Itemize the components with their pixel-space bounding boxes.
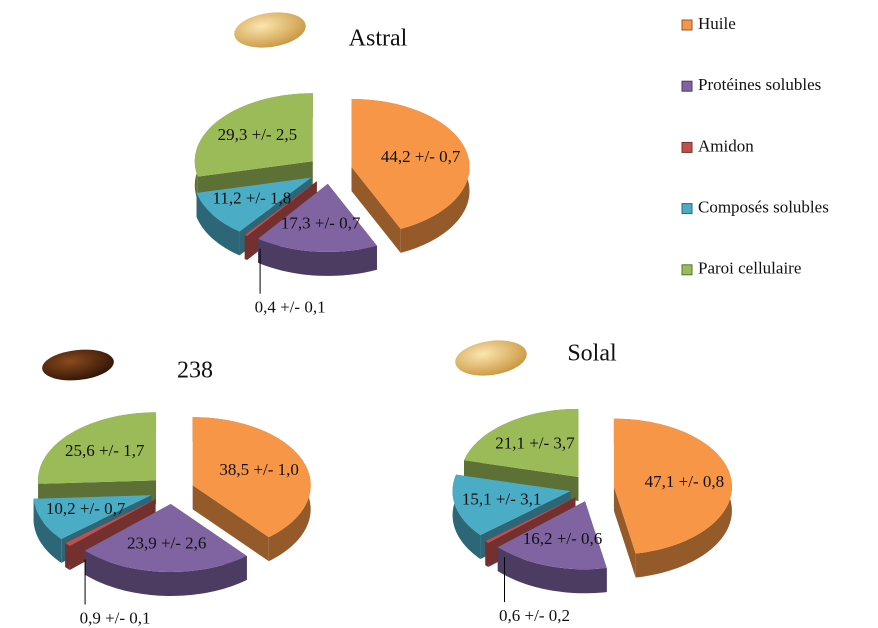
slice-side: [351, 167, 401, 253]
data-label: 0,4 +/- 0,1: [255, 298, 326, 317]
chart-title: Solal: [567, 341, 617, 367]
slice-side: [65, 543, 70, 570]
data-label: 15,1 +/- 3,1: [462, 489, 541, 508]
legend-swatch: [681, 264, 693, 276]
slice: [192, 417, 311, 538]
legend-swatch: [681, 80, 693, 92]
slice: [33, 495, 152, 539]
data-label: 11,2 +/- 1,8: [212, 189, 291, 208]
seed-image: [42, 349, 114, 381]
slice: [65, 499, 156, 546]
pie-slice: [258, 183, 377, 276]
pie-slice: [84, 503, 247, 596]
legend-label: Huile: [698, 14, 736, 33]
legend-swatch: [681, 203, 693, 215]
data-label: 47,1 +/- 0,8: [645, 472, 724, 491]
slice-side: [258, 238, 377, 276]
slice: [497, 501, 607, 570]
slice: [194, 93, 313, 177]
slice: [351, 99, 470, 229]
slice-side: [84, 550, 247, 596]
slice: [613, 418, 732, 554]
slice-side: [497, 547, 607, 594]
slice-side: [452, 474, 481, 560]
slice: [84, 503, 247, 572]
slice: [38, 412, 157, 484]
slice: [485, 497, 576, 544]
slice-side: [33, 498, 62, 563]
slice-side: [192, 485, 269, 562]
data-label: 10,2 +/- 0,7: [46, 499, 126, 518]
slice-side: [485, 541, 489, 568]
data-label: 29,3 +/- 2,5: [218, 125, 297, 144]
legend-label: Composés solubles: [698, 198, 829, 217]
slice-side: [613, 486, 636, 578]
slice-side: [196, 192, 240, 256]
pie-slice: [613, 418, 732, 578]
data-label: 23,9 +/- 2,6: [127, 534, 206, 553]
slice: [464, 408, 579, 477]
legend-label: Protéines solubles: [698, 75, 821, 94]
slice-side: [244, 235, 248, 261]
pie-slice: [497, 501, 607, 594]
data-label: 0,9 +/- 0,1: [80, 608, 151, 627]
data-label: 16,2 +/- 0,6: [523, 529, 602, 548]
data-label: 25,6 +/- 1,7: [65, 441, 145, 460]
data-label: 0,6 +/- 0,2: [499, 606, 570, 625]
legend-label: Paroi cellulaire: [698, 259, 801, 278]
chart-title: Astral: [349, 26, 408, 52]
slice: [196, 177, 312, 232]
data-label: 21,1 +/- 3,7: [495, 434, 575, 453]
seed-image: [234, 12, 306, 48]
slice: [258, 183, 377, 252]
data-label: 17,3 +/- 0,7: [281, 213, 361, 232]
legend-label: Amidon: [698, 136, 754, 155]
pie-slice: [351, 99, 470, 253]
legend-swatch: [681, 19, 693, 31]
data-label: 44,2 +/- 0,7: [381, 147, 461, 166]
slice: [452, 474, 571, 536]
chart-title: 238: [177, 358, 213, 384]
slice: [244, 181, 317, 237]
legend-swatch: [681, 141, 693, 153]
pie-slice: [192, 417, 311, 562]
seed-image: [455, 340, 527, 376]
data-label: 38,5 +/- 1,0: [219, 460, 298, 479]
